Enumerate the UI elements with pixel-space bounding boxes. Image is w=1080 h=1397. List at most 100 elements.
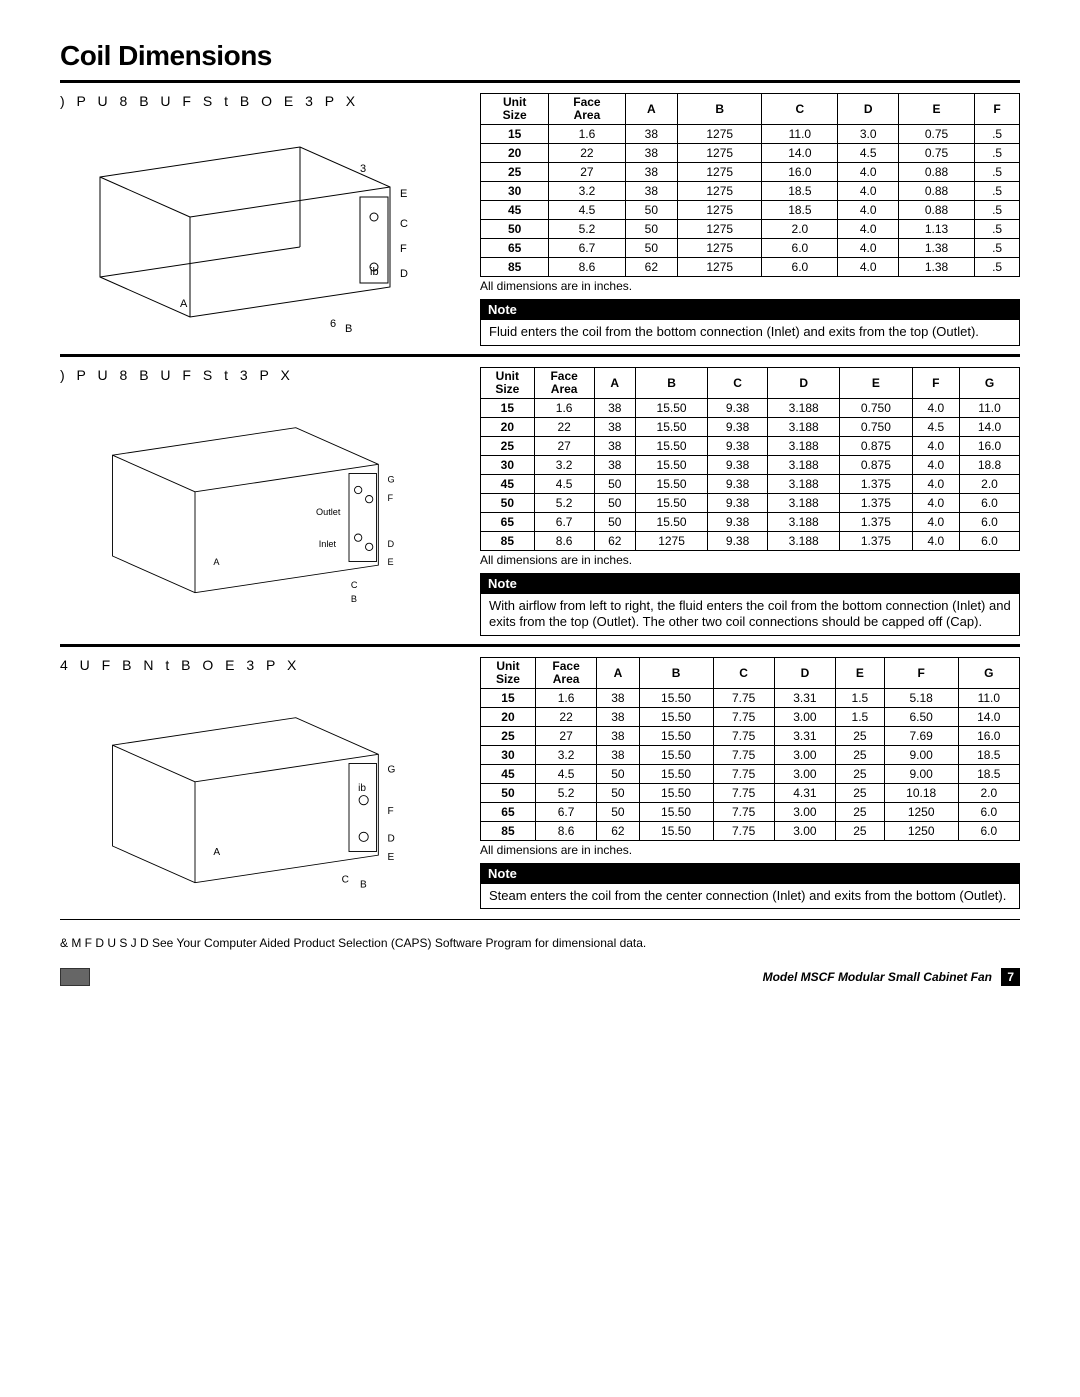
table-cell: 0.75 — [898, 144, 974, 163]
svg-text:F: F — [388, 805, 394, 816]
table-cell: 9.38 — [708, 494, 768, 513]
table-cell: 16.0 — [762, 163, 838, 182]
table-cell: 50 — [625, 220, 678, 239]
table-header: G — [958, 657, 1019, 688]
table-cell: 2.0 — [960, 475, 1020, 494]
table-header: C — [762, 94, 838, 125]
table-cell: 65 — [481, 802, 536, 821]
table-3: UnitSizeFaceAreaABCDEFG 151.63815.507.75… — [480, 657, 1020, 841]
table-cell: 38 — [625, 144, 678, 163]
table-cell: 30 — [481, 745, 536, 764]
page-title: Coil Dimensions — [60, 40, 1020, 72]
table-row: 505.25015.509.383.1881.3754.06.0 — [481, 494, 1020, 513]
table-cell: 18.5 — [762, 182, 838, 201]
table-cell: 65 — [481, 513, 535, 532]
table-cell: 1275 — [678, 182, 762, 201]
table-cell: 15.50 — [635, 494, 707, 513]
table-cell: 3.00 — [774, 802, 835, 821]
table-cell: 50 — [594, 513, 635, 532]
table-row: 505.25012752.04.01.13.5 — [481, 220, 1020, 239]
table-cell: 0.750 — [840, 399, 912, 418]
table-cell: 50 — [597, 783, 639, 802]
table-cell: 1.6 — [535, 688, 596, 707]
table-header: F — [884, 657, 958, 688]
table-header: C — [713, 657, 774, 688]
table-cell: 3.188 — [768, 494, 840, 513]
table-cell: 9.00 — [884, 764, 958, 783]
table-cell: 14.0 — [960, 418, 1020, 437]
table-header: E — [836, 657, 885, 688]
table-cell: 0.75 — [898, 125, 974, 144]
table-cell: 3.188 — [768, 437, 840, 456]
table-cell: 15.50 — [635, 475, 707, 494]
table-cell: 25 — [836, 745, 885, 764]
table-header: E — [898, 94, 974, 125]
table-header: C — [708, 367, 768, 398]
table-note-1: All dimensions are in inches. — [480, 279, 1020, 293]
table-cell: 6.0 — [958, 821, 1019, 840]
table-cell: 3.00 — [774, 821, 835, 840]
table-cell: 3.188 — [768, 532, 840, 551]
table-cell: 50 — [594, 494, 635, 513]
table-cell: 50 — [481, 783, 536, 802]
table-cell: 2.0 — [958, 783, 1019, 802]
table-cell: 25 — [836, 783, 885, 802]
table-cell: 20 — [481, 707, 536, 726]
table-cell: 4.31 — [774, 783, 835, 802]
table-cell: 3.31 — [774, 688, 835, 707]
table-cell: 11.0 — [958, 688, 1019, 707]
table-cell: 1275 — [678, 163, 762, 182]
table-cell: 25 — [836, 821, 885, 840]
table-cell: 7.75 — [713, 764, 774, 783]
table-cell: 15.50 — [639, 688, 713, 707]
note-box-1: Note Fluid enters the coil from the bott… — [480, 299, 1020, 345]
table-cell: .5 — [975, 125, 1020, 144]
table-cell: 4.5 — [838, 144, 898, 163]
table-cell: 38 — [625, 163, 678, 182]
table-cell: 3.31 — [774, 726, 835, 745]
table-cell: 3.188 — [768, 399, 840, 418]
table-cell: 4.0 — [838, 258, 898, 277]
table-cell: 15.50 — [639, 764, 713, 783]
note-body-1: Fluid enters the coil from the bottom co… — [480, 320, 1020, 345]
table-cell: 50 — [597, 764, 639, 783]
table-cell: 38 — [597, 726, 639, 745]
table-cell: 1.38 — [898, 258, 974, 277]
svg-text:D: D — [388, 538, 395, 548]
table-cell: 4.5 — [534, 475, 594, 494]
svg-text:E: E — [388, 851, 395, 862]
table-cell: 1.38 — [898, 239, 974, 258]
table-cell: .5 — [975, 220, 1020, 239]
diagram-title-1: ) P U 8 B U F S t B O E 3 P X — [60, 93, 460, 109]
table-cell: 9.38 — [708, 437, 768, 456]
table-cell: 0.88 — [898, 201, 974, 220]
section-1: ) P U 8 B U F S t B O E 3 P X — [60, 93, 1020, 346]
table-cell: 4.0 — [912, 494, 960, 513]
table-cell: 4.0 — [912, 456, 960, 475]
table-cell: 15.50 — [639, 745, 713, 764]
table-cell: 1250 — [884, 802, 958, 821]
table-header: A — [594, 367, 635, 398]
table-cell: 1275 — [678, 144, 762, 163]
table-cell: 1.6 — [549, 125, 625, 144]
table-cell: .5 — [975, 239, 1020, 258]
table-cell: 0.88 — [898, 163, 974, 182]
table-cell: 45 — [481, 201, 549, 220]
table-cell: 15 — [481, 399, 535, 418]
table-cell: 15.50 — [635, 399, 707, 418]
table-cell: 16.0 — [958, 726, 1019, 745]
svg-text:E: E — [388, 557, 394, 567]
table-cell: 50 — [481, 220, 549, 239]
table-cell: 25 — [481, 437, 535, 456]
table-cell: 4.0 — [912, 513, 960, 532]
bottom-note: & M F D U S J D See Your Computer Aided … — [60, 936, 1020, 950]
table-cell: 6.0 — [960, 513, 1020, 532]
table-cell: 9.38 — [708, 418, 768, 437]
table-header: UnitSize — [481, 367, 535, 398]
table-cell: 1250 — [884, 821, 958, 840]
table-cell: 9.00 — [884, 745, 958, 764]
table-cell: 27 — [534, 437, 594, 456]
table-cell: 20 — [481, 144, 549, 163]
table-row: 505.25015.507.754.312510.182.0 — [481, 783, 1020, 802]
svg-text:A: A — [180, 298, 188, 310]
